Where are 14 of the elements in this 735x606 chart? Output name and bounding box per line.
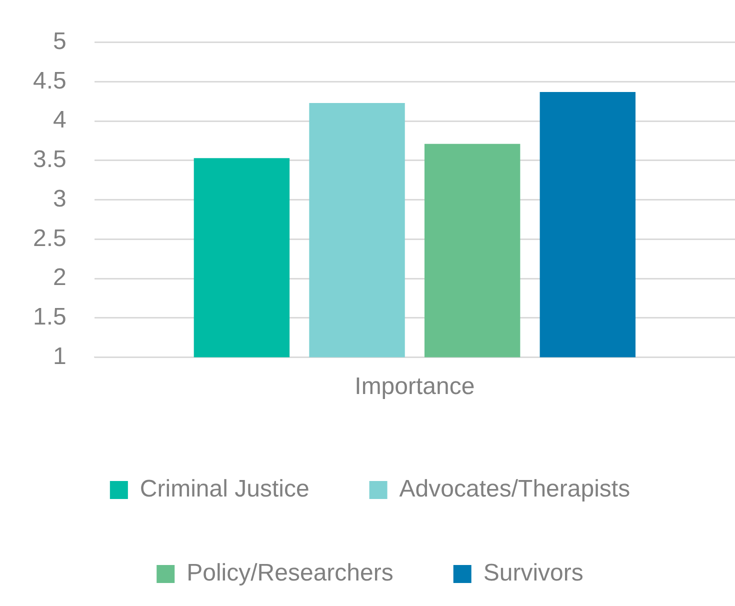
y-tick-label: 1 [53,342,66,370]
y-tick-label: 4.5 [32,67,66,94]
y-tick-label: 3 [53,185,66,212]
legend-label: Survivors [483,560,584,587]
y-tick-label: 3.5 [32,146,66,174]
legend-label: Advocates/Therapists [399,476,630,503]
x-tick-label: Importance [354,373,475,400]
legend-label: Policy/Researchers [186,560,394,587]
y-tick-label: 5 [53,28,66,56]
y-tick-label: 2.5 [32,224,66,252]
y-tick-label: 1.5 [32,303,66,330]
y-tick-label: 2 [53,264,66,292]
y-tick-label: 4 [53,106,66,134]
legend-label: Criminal Justice [140,476,310,503]
